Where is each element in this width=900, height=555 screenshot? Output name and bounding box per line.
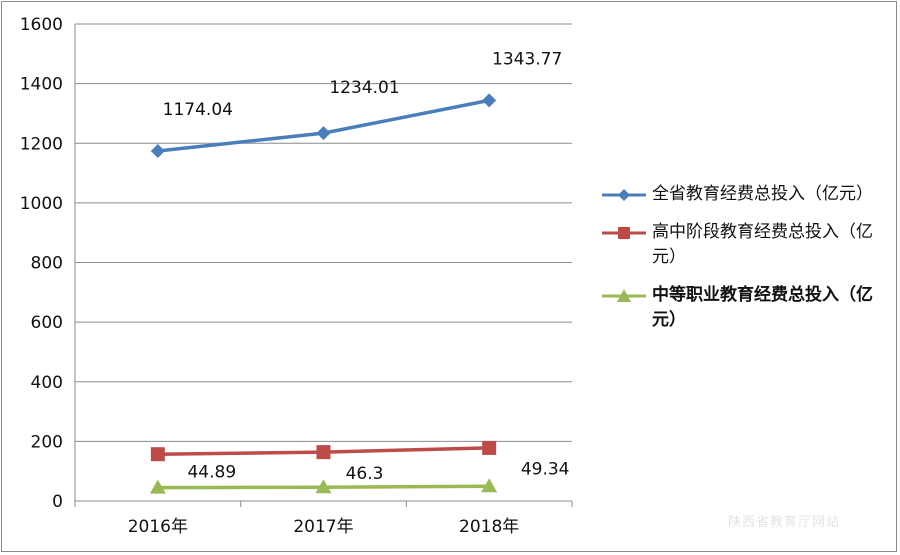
data-point-vocational xyxy=(149,479,166,494)
data-label-total: 1174.04 xyxy=(163,100,233,120)
data-label-vocational: 44.89 xyxy=(187,463,236,483)
data-point-vocational xyxy=(315,479,332,494)
legend-swatch-vocational xyxy=(602,289,646,302)
legend-item-total: 全省教育经费总投入（亿元） xyxy=(600,182,895,207)
y-tick-label: 1400 xyxy=(20,75,63,95)
y-tick-label: 1000 xyxy=(20,194,63,214)
legend-swatch-total xyxy=(602,189,646,201)
x-tick-label: 2018年 xyxy=(459,517,519,537)
legend-label-total: 全省教育经费总投入（亿元） xyxy=(652,184,873,204)
legend: 全省教育经费总投入（亿元） 高中阶段教育经费总投入（亿元） 中等职业教育经费总投… xyxy=(600,182,895,346)
data-point-high-school xyxy=(316,445,331,460)
data-point-total xyxy=(316,126,331,141)
data-point-high-school xyxy=(150,447,165,462)
y-tick-label: 1600 xyxy=(20,15,63,35)
x-tick-label: 2016年 xyxy=(128,517,188,537)
y-tick-label: 0 xyxy=(52,492,63,512)
legend-label-high-school: 高中阶段教育经费总投入（亿元） xyxy=(652,222,873,267)
legend-swatch-high-school xyxy=(602,227,646,239)
watermark: 陕西省教育厅网站 xyxy=(728,515,841,530)
legend-item-high-school: 高中阶段教育经费总投入（亿元） xyxy=(600,220,895,270)
y-tick-label: 400 xyxy=(31,373,63,393)
y-tick-label: 600 xyxy=(31,313,63,333)
y-tick-label: 1200 xyxy=(20,134,63,154)
data-label-vocational: 46.3 xyxy=(346,464,384,484)
data-label-total: 1343.77 xyxy=(492,49,562,69)
legend-label-vocational: 中等职业教育经费总投入（亿元） xyxy=(652,285,873,330)
data-label-total: 1234.01 xyxy=(329,78,399,98)
data-label-vocational: 49.34 xyxy=(521,459,570,479)
x-tick-label: 2017年 xyxy=(293,517,353,537)
y-tick-label: 200 xyxy=(31,432,63,452)
data-point-vocational xyxy=(481,478,498,493)
data-point-total xyxy=(482,93,497,108)
data-point-high-school xyxy=(482,440,497,455)
data-point-total xyxy=(150,143,165,158)
y-tick-label: 800 xyxy=(31,254,63,274)
legend-item-vocational: 中等职业教育经费总投入（亿元） xyxy=(600,283,895,333)
